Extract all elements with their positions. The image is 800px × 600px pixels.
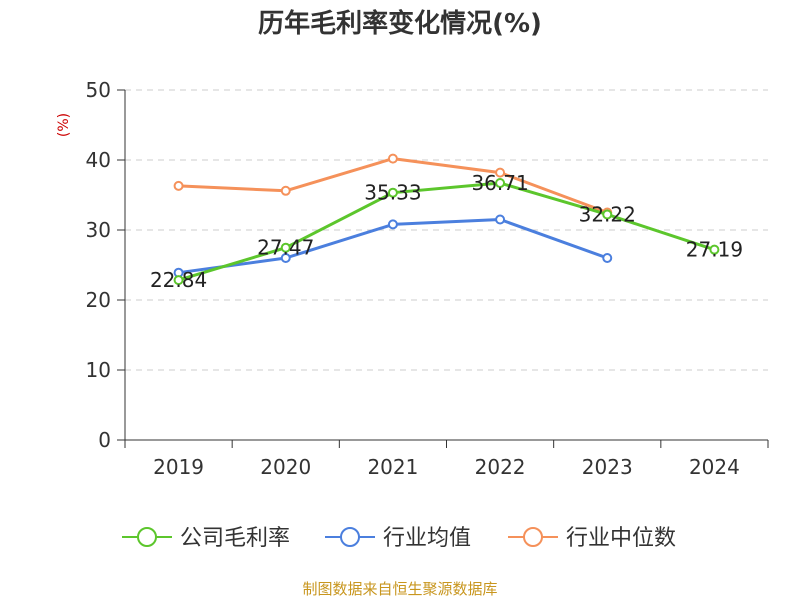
series-point <box>495 178 506 189</box>
series-line-0 <box>177 181 716 282</box>
x-tick-label: 2021 <box>367 455 418 479</box>
series-point <box>387 187 398 198</box>
y-tick-label: 0 <box>98 428 111 452</box>
y-axis-label: (%) <box>56 113 72 137</box>
series-point <box>173 180 184 191</box>
series-point <box>602 253 613 263</box>
legend-item-label: 行业中位数 <box>566 526 676 551</box>
series-point <box>602 209 613 220</box>
x-tick-label: 2023 <box>582 455 633 479</box>
legend-marker <box>523 527 543 547</box>
gridlines <box>125 89 768 371</box>
legend-marker <box>137 527 157 547</box>
series-point <box>495 167 506 178</box>
data-label: 36.71 <box>471 171 528 195</box>
y-tick-label: 20 <box>86 288 111 312</box>
x-tick-label: 2020 <box>260 455 311 479</box>
y-tick-label: 30 <box>86 218 111 242</box>
data-label: 32.22 <box>579 202 636 226</box>
series-point <box>709 244 720 255</box>
data-labels: 22.84 27.47 35.33 36.71 32.22 27.19 <box>150 171 743 292</box>
x-tick-label: 2024 <box>689 455 740 479</box>
series-point <box>387 219 398 230</box>
series-layer <box>173 153 720 286</box>
y-tick-label: 10 <box>86 358 111 382</box>
series-point <box>387 153 398 164</box>
y-tick-label: 50 <box>86 78 111 102</box>
series-point <box>173 275 184 286</box>
x-tick-label: 2019 <box>153 455 204 479</box>
data-label: 22.84 <box>150 268 207 292</box>
series-point <box>280 185 291 196</box>
data-label: 27.47 <box>257 236 314 260</box>
series-point <box>495 214 506 225</box>
series-point <box>280 242 291 253</box>
legend: 公司毛利率 行业均值 行业中位数 <box>122 526 676 551</box>
axes: 0 10 20 30 40 50 2019 2020 2021 2022 2023 2024 <box>86 78 769 479</box>
data-label: 35.33 <box>364 181 421 205</box>
legend-item-label: 公司毛利率 <box>180 526 290 551</box>
chart-title: 历年毛利率变化情况(%) <box>258 8 542 39</box>
y-tick-label: 40 <box>86 148 111 172</box>
data-label: 27.19 <box>686 238 743 262</box>
source-note: 制图数据来自恒生聚源数据库 <box>302 580 497 598</box>
legend-item-label: 行业均值 <box>383 526 471 551</box>
series-point <box>280 253 291 263</box>
x-tick-label: 2022 <box>475 455 526 479</box>
legend-marker <box>340 527 360 547</box>
